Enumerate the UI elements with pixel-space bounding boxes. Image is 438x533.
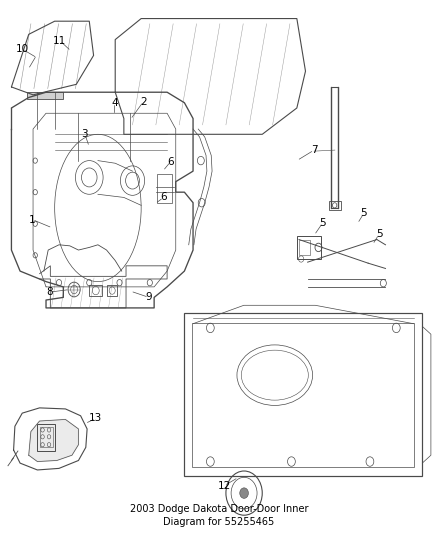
Text: 9: 9 (145, 293, 152, 302)
Bar (27, 92, 64, 99)
Text: 1: 1 (29, 215, 35, 224)
Text: 5: 5 (319, 217, 326, 228)
Text: 5: 5 (376, 229, 382, 239)
Circle shape (240, 488, 248, 498)
Bar (329, 200, 341, 210)
Text: 8: 8 (46, 287, 53, 297)
Text: 11: 11 (53, 36, 67, 46)
Text: 2: 2 (140, 96, 147, 107)
Bar (192, 322, 414, 467)
Bar (297, 236, 321, 259)
Bar (299, 239, 310, 255)
Text: 2003 Dodge Dakota Door-Door Inner
Diagram for 55255465: 2003 Dodge Dakota Door-Door Inner Diagra… (130, 504, 308, 527)
Text: 5: 5 (360, 208, 367, 218)
Text: 12: 12 (218, 481, 231, 491)
Bar (39, 427, 53, 447)
Text: 10: 10 (16, 44, 29, 54)
Text: 3: 3 (81, 130, 88, 139)
Bar (184, 313, 422, 477)
Bar (157, 174, 172, 203)
Text: 13: 13 (89, 414, 102, 423)
Bar (89, 285, 102, 296)
Text: 6: 6 (160, 192, 167, 203)
Text: 4: 4 (111, 98, 118, 108)
Bar (37, 424, 55, 451)
Text: 7: 7 (311, 145, 318, 155)
Polygon shape (29, 419, 78, 462)
Bar (106, 285, 117, 296)
Text: 6: 6 (167, 157, 174, 167)
